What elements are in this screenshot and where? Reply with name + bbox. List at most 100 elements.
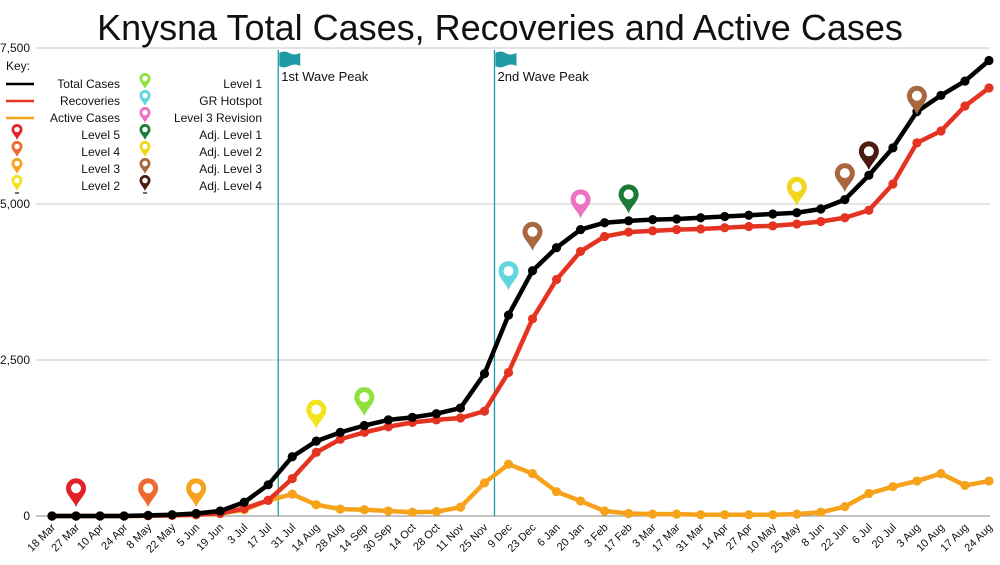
pin-hole [142,177,148,184]
data-point [744,510,754,520]
pin-hole [14,143,20,150]
pin-hole [839,168,850,179]
data-point [840,213,850,223]
data-point [864,170,874,180]
data-point [864,488,874,499]
data-point [287,473,297,484]
data-point [311,500,321,510]
legend-label: Level 3 Revision [174,111,262,125]
legend-label: Active Cases [50,111,120,125]
data-point [624,227,634,237]
data-point [720,211,730,222]
data-point [672,214,682,224]
legend-pin-icon [11,124,23,140]
legend-label: Level 4 [81,145,120,159]
wave-peak-label: 2nd Wave Peak [497,69,589,84]
pin-hole [71,483,82,494]
pin-hole [142,75,148,82]
legend-pin-icon [11,141,23,157]
pin-hole [142,126,148,133]
data-point [551,243,562,253]
legend-title: Key: [6,59,30,73]
legend-label: Adj. Level 4 [199,179,262,193]
data-point [551,487,562,497]
data-point [648,215,658,225]
pin-hole [14,126,20,133]
pin-hole [142,109,148,116]
legend-pin-icon [139,90,151,106]
pin-hole [503,266,514,277]
legend-label: GR Hotspot [199,94,262,108]
wave-peak-annotation: 1st Wave Peak [277,50,369,516]
data-point [599,231,610,242]
level-markers [66,85,927,508]
level-marker-icon [858,141,879,171]
data-point [672,509,682,519]
legend-pin-icon [11,175,23,191]
pin-hole [863,146,874,157]
data-point [768,510,778,520]
data-point [527,266,538,276]
data-point [311,447,321,457]
data-point [888,143,898,153]
data-point [816,507,826,517]
data-point [984,476,994,486]
data-point [840,502,850,512]
data-point [648,509,658,519]
pin-hole [623,189,634,200]
data-point [239,497,249,507]
data-point [744,221,754,232]
pin-hole [14,160,20,167]
data-point [816,216,826,227]
legend-label: Adj. Level 3 [199,162,262,176]
data-point [455,413,466,423]
data-point [287,489,297,499]
level-marker-icon [498,261,519,291]
data-point [479,406,490,416]
legend-label: Level 1 [223,77,262,91]
data-point [119,511,129,521]
data-point [816,204,826,214]
data-point [768,221,778,231]
data-point [359,420,369,431]
data-point [455,403,466,413]
data-point [71,511,81,521]
data-point [888,179,898,189]
pin-hole [311,404,322,415]
x-tick-label: 27 Mar [49,521,82,554]
level-marker-icon [786,176,807,206]
legend-pin-icon [139,158,151,174]
data-point [503,310,514,320]
data-point [407,412,417,423]
level-marker-icon [66,478,87,508]
legend-label: Recoveries [60,94,120,108]
flag-icon [495,51,517,68]
data-point [527,314,538,324]
data-point [912,138,922,148]
y-tick-label: 5,000 [0,197,30,211]
data-point [479,369,490,379]
data-point [383,506,393,516]
x-tick-label: 17 Jul [245,522,274,551]
data-point [960,101,970,111]
x-tick-label: 24 Apr [99,521,130,552]
data-point [575,246,586,257]
pin-hole [791,181,802,192]
level-marker-icon [306,399,327,429]
flag-icon [279,51,301,68]
data-point [575,496,586,506]
pin-hole [14,177,20,184]
data-point [696,224,706,234]
data-point [936,90,946,101]
data-point [792,509,802,519]
x-tick-label: 22 Jun [819,522,851,554]
data-point [167,510,177,520]
data-point [383,415,393,425]
legend-pin-icon [139,73,151,89]
data-point [936,126,946,136]
legend-label: Total Cases [57,77,120,91]
data-point [792,219,802,229]
data-point [263,495,273,505]
y-axis: 0 2,500 5,000 7,500 [0,41,30,523]
